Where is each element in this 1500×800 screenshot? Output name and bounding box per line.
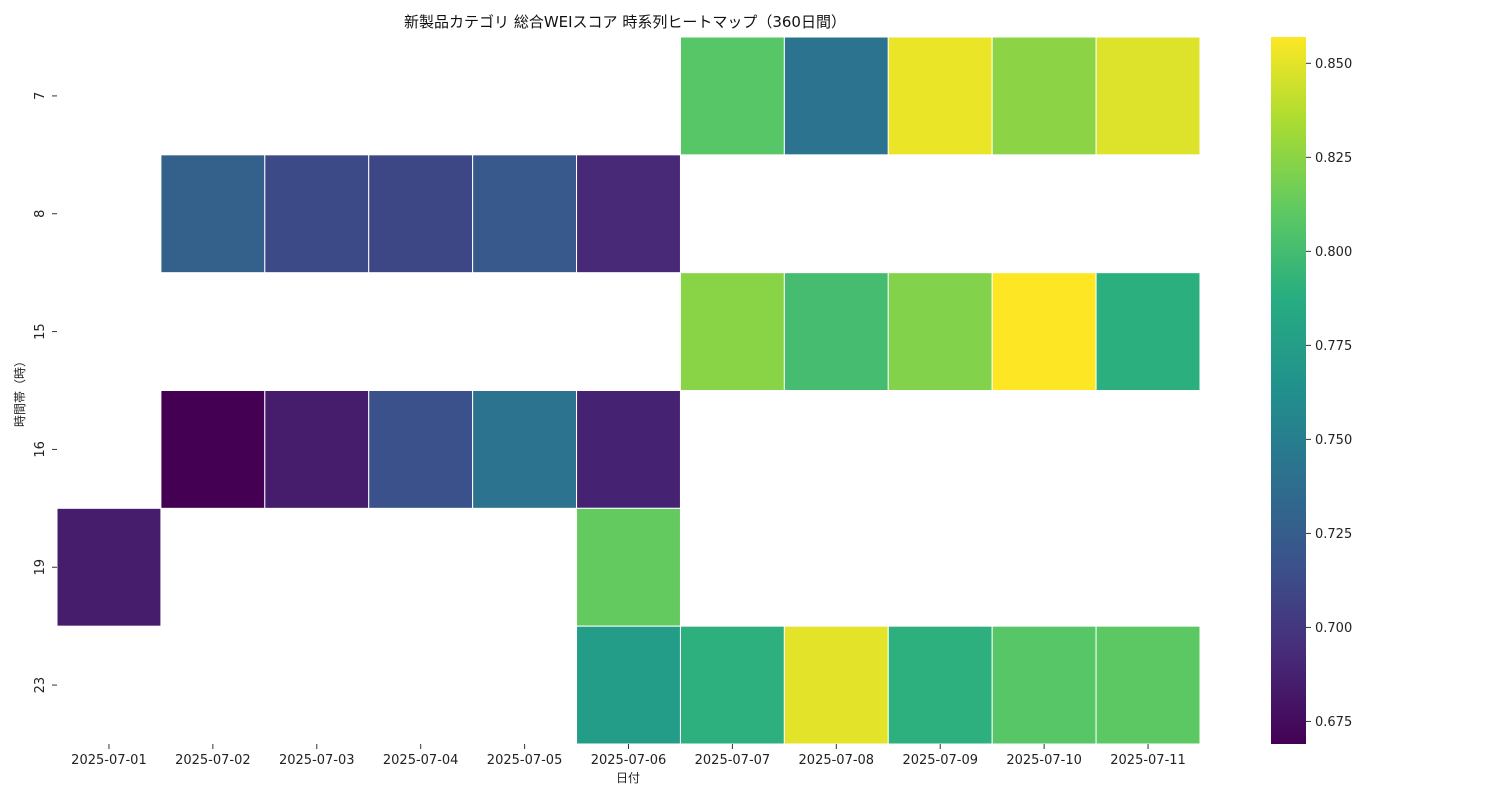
heatmap-cell [576,507,681,627]
heatmap-cell [783,272,889,391]
heatmap-cell [368,154,474,274]
y-tick-label: 15 [33,323,48,340]
heatmap-cell [679,272,785,391]
heatmap-cell [368,390,474,509]
x-tick-label: 2025-07-02 [175,753,251,768]
colorbar-tick-label: 0.725 [1315,527,1352,542]
heatmap-cell [887,272,993,391]
x-tick-label: 2025-07-05 [487,753,563,768]
heatmap-cell [576,390,681,509]
heatmap-cell [887,625,993,745]
x-tick-label: 2025-07-03 [279,753,355,768]
colorbar-tick-label: 0.775 [1315,339,1352,354]
heatmap-cell [991,272,1097,391]
y-tick-label: 16 [33,441,48,458]
heatmap-cell [679,625,785,745]
colorbar-tick-label: 0.800 [1315,245,1352,260]
chart-title: 新製品カテゴリ 総合WEIスコア 時系列ヒートマップ（360日間） [404,13,846,31]
heatmap-cell [783,36,889,156]
colorbar-tick-label: 0.700 [1315,621,1352,636]
colorbar-gradient [1271,37,1306,744]
x-tick-label: 2025-07-11 [1110,753,1186,768]
colorbar-tick-label: 0.750 [1315,433,1352,448]
x-tick-label: 2025-07-04 [383,753,459,768]
heatmap-cell [679,36,785,156]
y-axis-label: 時間帯（時） [13,355,27,427]
heatmap-cell [160,154,266,274]
x-tick-label: 2025-07-06 [591,753,667,768]
y-tick-label: 23 [33,677,48,694]
heatmap-cell [472,390,578,509]
heatmap-cell [160,390,266,509]
heatmap-cells [56,36,1201,745]
y-tick-label: 19 [33,559,48,576]
colorbar-tick-label: 0.825 [1315,151,1352,166]
heatmap-cell [887,36,993,156]
heatmap-cell [576,625,681,745]
x-axis-label: 日付 [616,771,640,785]
heatmap-cell [56,507,162,627]
x-tick-label: 2025-07-08 [799,753,875,768]
x-tick-label: 2025-07-10 [1006,753,1082,768]
colorbar-tick-label: 0.850 [1315,57,1352,72]
colorbar: 0.675 0.700 0.725 0.750 0.775 0.800 0.825 0.850 [1271,37,1352,744]
heatmap-cell [264,154,370,274]
heatmap-cell [472,154,578,274]
colorbar-tick-label: 0.675 [1315,715,1352,730]
x-tick-label: 2025-07-01 [71,753,147,768]
x-tick-label: 2025-07-07 [695,753,771,768]
heatmap-cell [991,625,1097,745]
heatmap-cell [1095,272,1201,391]
heatmap-cell [1095,36,1201,156]
heatmap-cell [783,625,889,745]
heatmap-cell [1095,625,1201,745]
heatmap-cell [576,154,681,274]
y-axis: 7 8 15 16 19 23 [33,92,57,694]
heatmap-cell [264,390,370,509]
x-axis: 2025-07-01 2025-07-02 2025-07-03 2025-07-04… [71,744,1186,768]
x-tick-label: 2025-07-09 [902,753,978,768]
heatmap-cell [991,36,1097,156]
y-tick-label: 7 [33,92,48,100]
y-tick-label: 8 [33,210,48,218]
